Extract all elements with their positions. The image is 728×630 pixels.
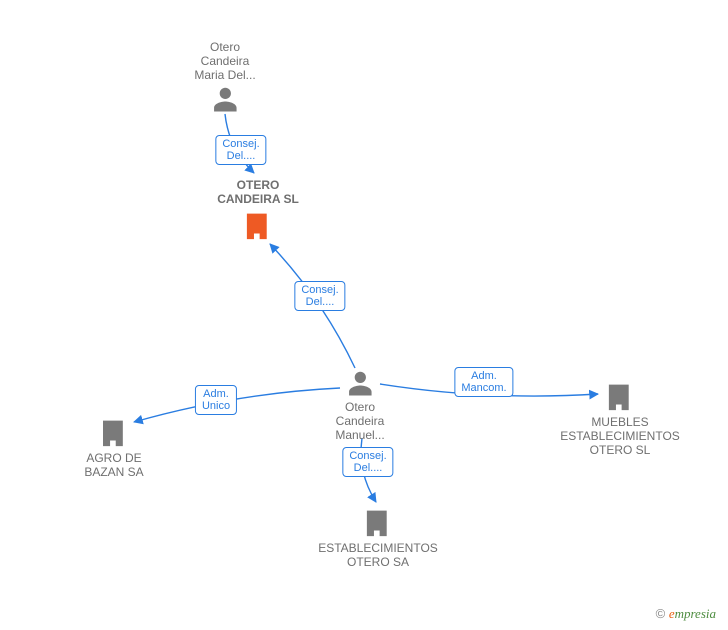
node-label-agro_de_bazan: AGRO DE BAZAN SA xyxy=(84,451,143,479)
node-label-person_manuel: Otero Candeira Manuel... xyxy=(335,400,384,442)
node-agro_de_bazan[interactable]: AGRO DE BAZAN SA xyxy=(84,415,143,479)
copyright-symbol: © xyxy=(656,606,666,621)
edge-e3 xyxy=(134,388,340,422)
brand-rest: mpresia xyxy=(675,606,716,621)
edge-label-e2: Consej. Del.... xyxy=(294,281,345,311)
node-person_manuel[interactable]: Otero Candeira Manuel... xyxy=(335,368,384,442)
node-label-person_maria: Otero Candeira Maria Del... xyxy=(194,40,255,82)
edge-label-e5: Adm. Mancom. xyxy=(454,367,513,397)
building-icon xyxy=(84,415,143,449)
node-label-establecimientos_otero: ESTABLECIMIENTOS OTERO SA xyxy=(318,541,438,569)
building-focal-icon xyxy=(217,208,299,242)
node-muebles_otero[interactable]: MUEBLES ESTABLECIMIENTOS OTERO SL xyxy=(560,379,680,457)
diagram-canvas: Otero Candeira Maria Del... OTERO CANDEIR… xyxy=(0,0,728,630)
node-label-muebles_otero: MUEBLES ESTABLECIMIENTOS OTERO SL xyxy=(560,415,680,457)
edge-label-e1: Consej. Del.... xyxy=(215,135,266,165)
edge-label-e3: Adm. Unico xyxy=(195,385,237,415)
node-person_maria[interactable]: Otero Candeira Maria Del... xyxy=(194,40,255,114)
node-otero_candeira_sl[interactable]: OTERO CANDEIRA SL xyxy=(217,178,299,242)
person-icon xyxy=(194,84,255,114)
node-label-otero_candeira_sl: OTERO CANDEIRA SL xyxy=(217,178,299,206)
node-establecimientos_otero[interactable]: ESTABLECIMIENTOS OTERO SA xyxy=(318,505,438,569)
building-icon xyxy=(318,505,438,539)
watermark: © empresia xyxy=(656,606,716,622)
building-icon xyxy=(560,379,680,413)
person-icon xyxy=(335,368,384,398)
edge-label-e4: Consej. Del.... xyxy=(342,447,393,477)
